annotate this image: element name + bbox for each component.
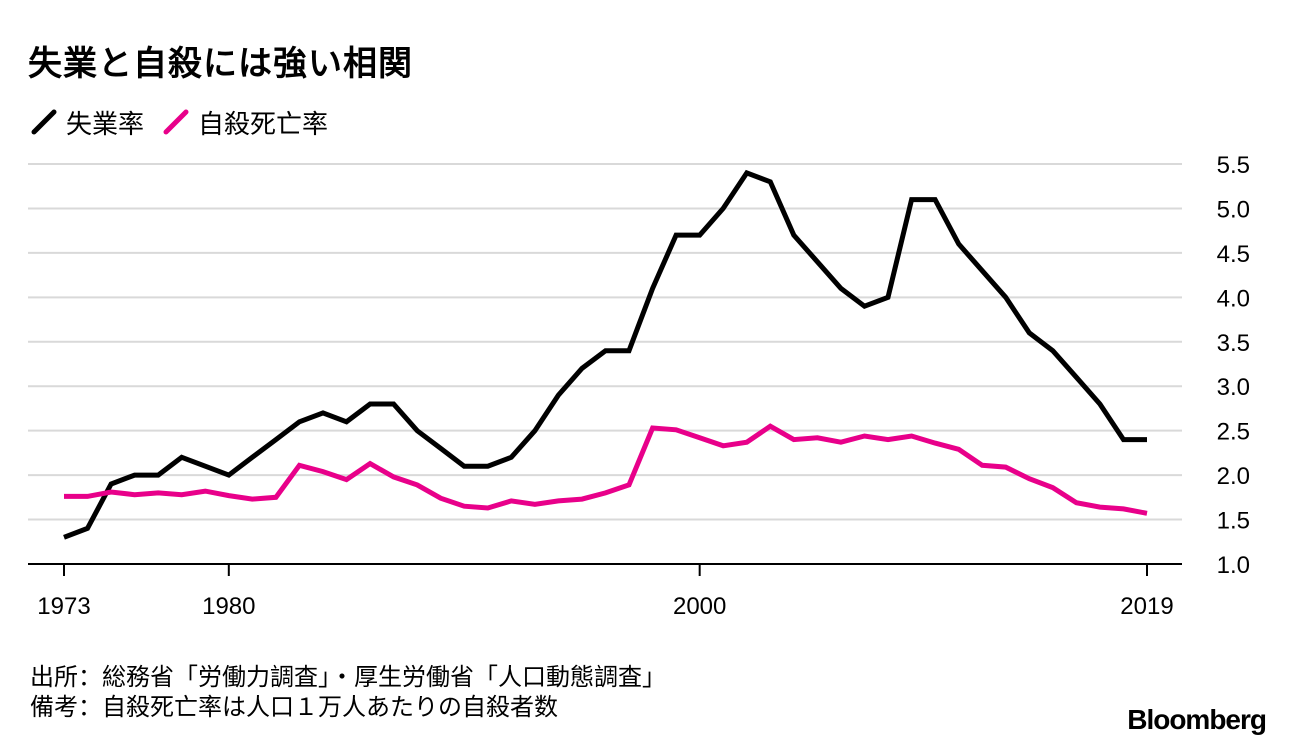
x-tick-label: 2000 bbox=[673, 593, 726, 620]
line-chart: 5.5 5.0 4.5 4.0 3.5 3.0 2.5 2.0 1.5 1.0 1973 1980 20… bbox=[28, 152, 1250, 620]
unemployment-line bbox=[63, 169, 1147, 540]
y-tick-label: 2.0 bbox=[1217, 463, 1250, 490]
x-tick-label: 1980 bbox=[202, 593, 255, 620]
legend-label-suicide: 自殺死亡率 bbox=[198, 109, 329, 140]
x-tick-label: 2019 bbox=[1120, 593, 1173, 620]
y-tick-label: 5.5 bbox=[1217, 152, 1250, 179]
x-tick-label: 1973 bbox=[37, 593, 90, 620]
remarks-note: 備考：自殺死亡率は人口１万人あたりの自殺者数 bbox=[30, 693, 558, 721]
y-tick-label: 4.5 bbox=[1217, 241, 1250, 268]
legend-swatch-unemployment bbox=[31, 109, 57, 135]
legend-item-suicide: 自殺死亡率 bbox=[162, 104, 328, 141]
legend-label-unemployment: 失業率 bbox=[66, 109, 145, 140]
y-tick-label: 2.5 bbox=[1217, 419, 1250, 446]
legend-item-unemployment: 失業率 bbox=[30, 104, 144, 141]
y-tick-label: 1.0 bbox=[1217, 552, 1250, 579]
legend: 失業率 自殺死亡率 bbox=[30, 104, 346, 140]
y-tick-label: 4.0 bbox=[1217, 285, 1250, 312]
bloomberg-logo: Bloomberg bbox=[1127, 704, 1267, 735]
y-tick-label: 1.5 bbox=[1217, 508, 1250, 535]
suicide-rate-line bbox=[64, 423, 1148, 516]
y-tick-label: 3.0 bbox=[1217, 374, 1250, 401]
chart-title: 失業と自殺には強い相関 bbox=[28, 44, 413, 84]
source-note: 出所：総務省「労働力調査」・厚生労働省「人口動態調査」 bbox=[30, 663, 666, 691]
y-tick-label: 5.0 bbox=[1217, 196, 1250, 223]
legend-swatch-suicide bbox=[163, 109, 189, 135]
y-tick-label: 3.5 bbox=[1217, 330, 1250, 357]
